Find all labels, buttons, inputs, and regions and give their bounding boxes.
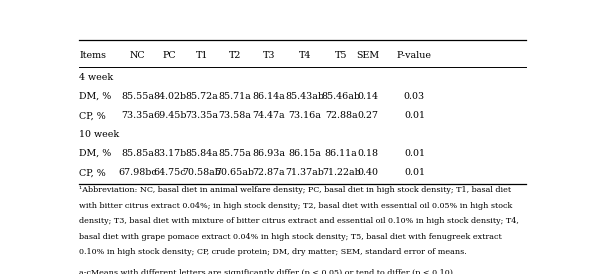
Text: 74.47a: 74.47a xyxy=(253,111,286,120)
Text: basal diet with grape pomace extract 0.04% in high stock density; T5, basal diet: basal diet with grape pomace extract 0.0… xyxy=(79,233,502,241)
Text: 72.87a: 72.87a xyxy=(253,168,286,177)
Text: a-cMeans with different letters are significantly differ (p < 0.05) or tend to d: a-cMeans with different letters are sign… xyxy=(79,269,455,274)
Text: 85.71a: 85.71a xyxy=(218,92,251,101)
Text: 70.65ab: 70.65ab xyxy=(215,168,254,177)
Text: T4: T4 xyxy=(299,50,311,59)
Text: 67.98bc: 67.98bc xyxy=(119,168,157,177)
Text: 73.58a: 73.58a xyxy=(218,111,251,120)
Text: ¹Abbreviation: NC, basal diet in animal welfare density; PC, basal diet in high : ¹Abbreviation: NC, basal diet in animal … xyxy=(79,187,512,195)
Text: 0.27: 0.27 xyxy=(358,111,378,120)
Text: 86.14a: 86.14a xyxy=(253,92,286,101)
Text: 0.01: 0.01 xyxy=(404,149,425,158)
Text: 86.93a: 86.93a xyxy=(253,149,286,158)
Text: SEM: SEM xyxy=(356,50,379,59)
Text: 0.01: 0.01 xyxy=(404,168,425,177)
Text: density; T3, basal diet with mixture of bitter citrus extract and essential oil : density; T3, basal diet with mixture of … xyxy=(79,217,519,225)
Text: 71.22ab: 71.22ab xyxy=(322,168,360,177)
Text: 0.01: 0.01 xyxy=(404,111,425,120)
Text: 73.16a: 73.16a xyxy=(289,111,321,120)
Text: 85.55a: 85.55a xyxy=(122,92,154,101)
Text: 4 week: 4 week xyxy=(79,73,113,82)
Text: 85.46ab: 85.46ab xyxy=(322,92,360,101)
Text: 0.10% in high stock density; CP, crude protein; DM, dry matter; SEM, standard er: 0.10% in high stock density; CP, crude p… xyxy=(79,248,467,256)
Text: 73.35a: 73.35a xyxy=(185,111,218,120)
Text: P-value: P-value xyxy=(397,50,432,59)
Text: 0.18: 0.18 xyxy=(358,149,378,158)
Text: 83.17b: 83.17b xyxy=(153,149,186,158)
Text: 73.35a: 73.35a xyxy=(122,111,154,120)
Text: 86.15a: 86.15a xyxy=(289,149,321,158)
Text: with bitter citrus extract 0.04%; in high stock density; T2, basal diet with ess: with bitter citrus extract 0.04%; in hig… xyxy=(79,202,513,210)
Text: Items: Items xyxy=(79,50,106,59)
Text: 10 week: 10 week xyxy=(79,130,119,139)
Text: CP, %: CP, % xyxy=(79,168,106,177)
Text: PC: PC xyxy=(163,50,176,59)
Text: T3: T3 xyxy=(263,50,276,59)
Text: DM, %: DM, % xyxy=(79,149,112,158)
Text: 64.75c: 64.75c xyxy=(153,168,186,177)
Text: 71.37ab: 71.37ab xyxy=(285,168,324,177)
Text: 85.75a: 85.75a xyxy=(218,149,251,158)
Text: 85.84a: 85.84a xyxy=(185,149,218,158)
Text: T1: T1 xyxy=(196,50,208,59)
Text: T2: T2 xyxy=(228,50,241,59)
Text: 0.40: 0.40 xyxy=(358,168,378,177)
Text: 84.02b: 84.02b xyxy=(153,92,186,101)
Text: 70.58ab: 70.58ab xyxy=(182,168,221,177)
Text: 69.45b: 69.45b xyxy=(153,111,186,120)
Text: T5: T5 xyxy=(335,50,348,59)
Text: 72.88a: 72.88a xyxy=(325,111,358,120)
Text: NC: NC xyxy=(130,50,146,59)
Text: 86.11a: 86.11a xyxy=(325,149,358,158)
Text: 0.03: 0.03 xyxy=(404,92,425,101)
Text: 85.85a: 85.85a xyxy=(122,149,154,158)
Text: CP, %: CP, % xyxy=(79,111,106,120)
Text: 0.14: 0.14 xyxy=(358,92,378,101)
Text: 85.72a: 85.72a xyxy=(185,92,218,101)
Text: DM, %: DM, % xyxy=(79,92,112,101)
Text: 85.43ab: 85.43ab xyxy=(285,92,324,101)
